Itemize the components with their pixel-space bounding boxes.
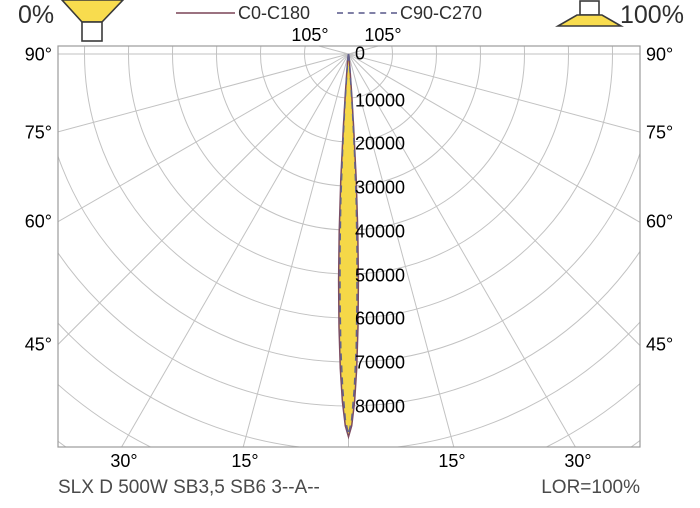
angle-label-top-left: 105° — [291, 25, 328, 45]
angle-label-right-60: 60° — [646, 211, 673, 231]
angle-label-bottom-30-right: 30° — [564, 451, 591, 471]
beam-lobe-c0-c180 — [337, 53, 360, 440]
angle-label-left-75: 75° — [25, 122, 52, 142]
downlight-icon — [555, 0, 624, 27]
radial-label-60000: 60000 — [355, 308, 405, 328]
lor-value: LOR=100% — [541, 477, 640, 498]
angle-label-bottom-15-left: 15° — [231, 451, 258, 471]
chart-border — [57, 45, 641, 448]
angle-label-left-90: 90° — [25, 44, 52, 64]
radial-label-80000: 80000 — [355, 396, 405, 416]
radial-label-40000: 40000 — [355, 221, 405, 241]
angle-label-bottom-30-left: 30° — [110, 451, 137, 471]
angle-label-top-right: 105° — [364, 25, 401, 45]
legend-line-c0-c180 — [176, 12, 235, 14]
angle-label-right-90: 90° — [646, 44, 673, 64]
radial-label-50000: 50000 — [355, 265, 405, 285]
angle-label-left-45: 45° — [25, 334, 52, 354]
angle-label-bottom-15-right: 15° — [438, 451, 465, 471]
beam-lobes — [337, 53, 360, 440]
luminaire-name: SLX D 500W SB3,5 SB6 3--A-- — [58, 477, 320, 498]
radial-label-30000: 30000 — [355, 177, 405, 197]
angle-label-right-75: 75° — [646, 122, 673, 142]
radial-label-0: 0 — [355, 43, 365, 63]
radial-label-10000: 10000 — [355, 90, 405, 110]
legend-label-c90-c270: C90-C270 — [400, 3, 483, 23]
downward-flux-percent: 100% — [620, 1, 684, 29]
uplight-icon — [60, 0, 125, 42]
legend-line-c90-c270 — [337, 12, 397, 14]
radial-label-70000: 70000 — [355, 352, 405, 372]
upward-flux-percent: 0% — [18, 1, 55, 29]
legend-label-c0-c180: C0-C180 — [238, 3, 311, 23]
radial-label-20000: 20000 — [355, 133, 405, 153]
angle-label-right-45: 45° — [646, 334, 673, 354]
angle-label-left-60: 60° — [25, 211, 52, 231]
